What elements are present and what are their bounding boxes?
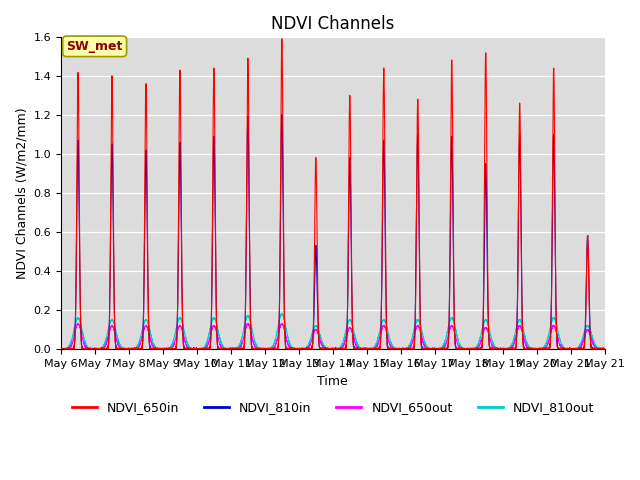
NDVI_650out [554,336,562,342]
NDVI_810in [517,244,525,250]
NDVI_810in [554,345,562,351]
NDVI_650in [518,247,525,252]
NDVI_650out [193,347,201,352]
NDVI_650in [57,346,65,351]
NDVI_650in [106,313,113,319]
NDVI_810in [601,346,609,352]
NDVI_810in [278,112,285,118]
Y-axis label: NDVI Channels (W/m2/mm): NDVI Channels (W/m2/mm) [15,108,28,279]
NDVI_650out [518,325,525,331]
NDVI_650out [278,321,285,326]
NDVI_810in [57,346,65,352]
X-axis label: Time: Time [317,374,348,387]
Line: NDVI_810in: NDVI_810in [61,115,605,349]
NDVI_650out [601,347,609,352]
NDVI_650in [207,335,215,341]
NDVI_810in [207,332,215,338]
NDVI_650out [57,346,65,352]
Line: NDVI_650in: NDVI_650in [61,39,605,349]
NDVI_650out [244,321,252,327]
NDVI_650in [278,36,285,42]
NDVI_650in [244,69,252,74]
NDVI_650in [554,346,562,351]
NDVI_810out [244,313,252,319]
NDVI_650out [478,336,486,342]
NDVI_810out [329,347,337,352]
NDVI_650in [478,345,486,351]
Line: NDVI_810out: NDVI_810out [61,314,605,349]
NDVI_650in [401,347,408,352]
NDVI_810in [106,312,113,318]
NDVI_810out [106,322,113,328]
NDVI_650out [207,330,215,336]
Legend: NDVI_650in, NDVI_810in, NDVI_650out, NDVI_810out: NDVI_650in, NDVI_810in, NDVI_650out, NDV… [67,396,599,419]
NDVI_810in [572,347,579,352]
Line: NDVI_650out: NDVI_650out [61,324,605,349]
NDVI_650out [106,328,113,334]
NDVI_810out [478,328,486,334]
NDVI_810out [207,323,215,328]
NDVI_810out [601,346,609,352]
Title: NDVI Channels: NDVI Channels [271,15,394,33]
NDVI_650in [601,347,609,352]
NDVI_810out [278,311,286,317]
NDVI_810in [477,345,485,351]
NDVI_810out [57,346,65,352]
Text: SW_met: SW_met [67,40,123,53]
NDVI_810in [244,123,252,129]
NDVI_810out [554,330,562,336]
NDVI_810out [518,319,525,324]
